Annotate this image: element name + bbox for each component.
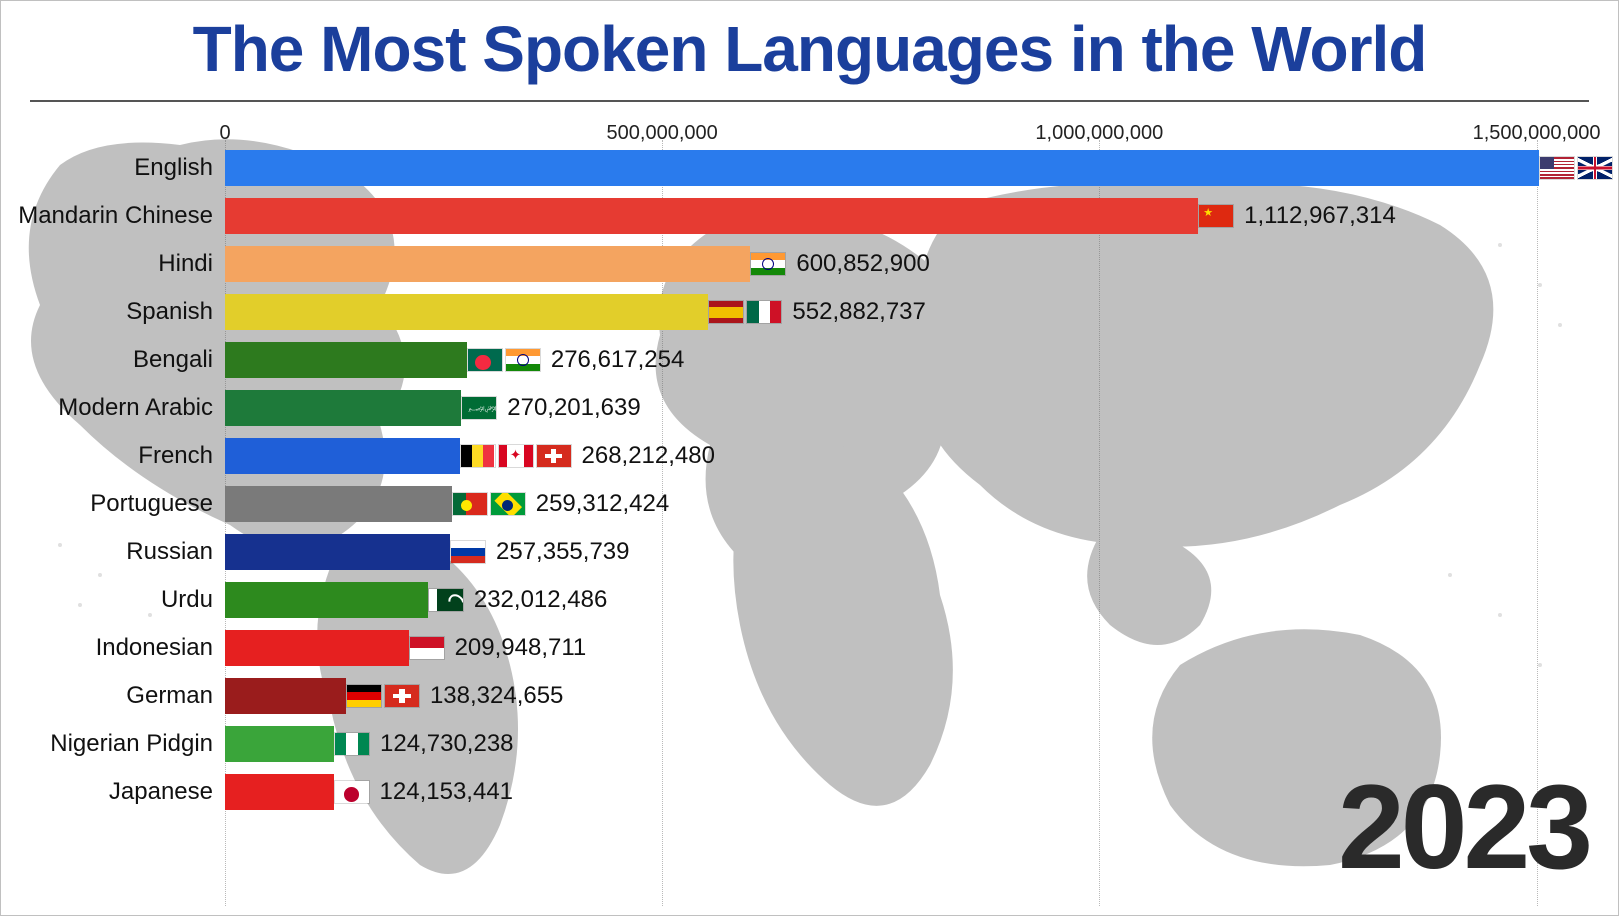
flag-group: ★ <box>1198 198 1234 234</box>
bar-row: English1,502,776,546 <box>225 150 1589 186</box>
bar <box>225 486 452 522</box>
flag-group <box>428 582 464 618</box>
language-label: German <box>3 682 213 710</box>
bar <box>225 198 1198 234</box>
language-label: Mandarin Chinese <box>3 202 213 230</box>
language-label: Portuguese <box>3 490 213 518</box>
flag-group: ✦ <box>460 438 572 474</box>
bar <box>225 726 334 762</box>
axis-tick-label: 0 <box>219 122 230 145</box>
language-label: Urdu <box>3 586 213 614</box>
bar <box>225 630 409 666</box>
flag-group: ﷽ <box>461 390 497 426</box>
in-flag-icon <box>505 348 541 372</box>
bar-row: Indonesian209,948,711 <box>225 630 1589 666</box>
cn-flag-icon: ★ <box>1198 204 1234 228</box>
bar-row: Spanish552,882,737 <box>225 294 1589 330</box>
bar-value: 276,617,254 <box>551 346 684 374</box>
us-flag-icon <box>1539 156 1575 180</box>
language-label: Hindi <box>3 250 213 278</box>
jp-flag-icon <box>334 780 370 804</box>
bar-row: Mandarin Chinese★1,112,967,314 <box>225 198 1589 234</box>
flag-group <box>708 294 782 330</box>
flag-group <box>409 630 445 666</box>
axis-tick-label: 1,500,000,000 <box>1473 122 1601 145</box>
bar-row: Bengali276,617,254 <box>225 342 1589 378</box>
flag-group <box>467 342 541 378</box>
bar-row: German138,324,655 <box>225 678 1589 714</box>
language-label: Modern Arabic <box>3 394 213 422</box>
es-flag-icon <box>708 300 744 324</box>
bar-row: Russian257,355,739 <box>225 534 1589 570</box>
ng-flag-icon <box>334 732 370 756</box>
bar <box>225 342 467 378</box>
pk-flag-icon <box>428 588 464 612</box>
bar <box>225 246 750 282</box>
bar-value: 600,852,900 <box>796 250 929 278</box>
flag-group <box>334 726 370 762</box>
bar-value: 1,112,967,314 <box>1244 202 1396 230</box>
bar-row: Portuguese259,312,424 <box>225 486 1589 522</box>
be-flag-icon <box>460 444 496 468</box>
flag-group <box>452 486 526 522</box>
language-label: Indonesian <box>3 634 213 662</box>
bar-value: 257,355,739 <box>496 538 629 566</box>
sa-flag-icon: ﷽ <box>461 396 497 420</box>
year-label: 2023 <box>1338 758 1589 896</box>
bar <box>225 774 334 810</box>
flag-group <box>1539 150 1613 186</box>
bd-flag-icon <box>467 348 503 372</box>
flag-group <box>346 678 420 714</box>
bar <box>225 150 1539 186</box>
bar-value: 268,212,480 <box>582 442 715 470</box>
language-label: Japanese <box>3 778 213 806</box>
br-flag-icon <box>490 492 526 516</box>
pt-flag-icon <box>452 492 488 516</box>
bar-value: 124,153,441 <box>380 778 513 806</box>
language-label: English <box>3 154 213 182</box>
ru-flag-icon <box>450 540 486 564</box>
bar <box>225 438 460 474</box>
bar <box>225 534 450 570</box>
id-flag-icon <box>409 636 445 660</box>
ca-flag-icon: ✦ <box>498 444 534 468</box>
bar-value: 138,324,655 <box>430 682 563 710</box>
language-label: Bengali <box>3 346 213 374</box>
axis-tick-label: 1,000,000,000 <box>1035 122 1163 145</box>
language-label: French <box>3 442 213 470</box>
language-label: Spanish <box>3 298 213 326</box>
bar <box>225 294 708 330</box>
gb-flag-icon <box>1577 156 1613 180</box>
ch-flag-icon <box>536 444 572 468</box>
bar-value: 209,948,711 <box>455 634 587 662</box>
bar-row: Nigerian Pidgin124,730,238 <box>225 726 1589 762</box>
bar-row: Hindi600,852,900 <box>225 246 1589 282</box>
bar <box>225 390 461 426</box>
axis-tick-label: 500,000,000 <box>607 122 718 145</box>
title-rule <box>30 100 1589 102</box>
bar-value: 232,012,486 <box>474 586 607 614</box>
de-flag-icon <box>346 684 382 708</box>
flag-group <box>450 534 486 570</box>
bar-value: 552,882,737 <box>792 298 925 326</box>
ch-flag-icon <box>384 684 420 708</box>
bar-row: Urdu232,012,486 <box>225 582 1589 618</box>
language-label: Nigerian Pidgin <box>3 730 213 758</box>
bar <box>225 678 346 714</box>
bar <box>225 582 428 618</box>
bar-row: French✦268,212,480 <box>225 438 1589 474</box>
bar-value: 270,201,639 <box>507 394 640 422</box>
language-label: Russian <box>3 538 213 566</box>
flag-group <box>750 246 786 282</box>
flag-group <box>334 774 370 810</box>
bar-value: 259,312,424 <box>536 490 669 518</box>
in-flag-icon <box>750 252 786 276</box>
mx-flag-icon <box>746 300 782 324</box>
chart-title: The Most Spoken Languages in the World <box>0 12 1619 86</box>
bar-value: 124,730,238 <box>380 730 513 758</box>
bar-row: Modern Arabic﷽270,201,639 <box>225 390 1589 426</box>
